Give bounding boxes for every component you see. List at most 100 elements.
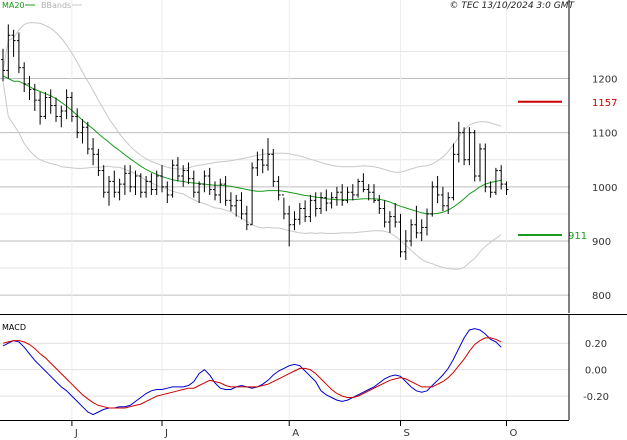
macd-tick-label: 0.20 bbox=[585, 339, 607, 350]
ohlc-bar bbox=[80, 119, 85, 144]
ohlc-bar bbox=[250, 162, 255, 226]
ohlc-bar bbox=[38, 92, 43, 125]
ohlc-bar bbox=[504, 181, 509, 195]
ohlc-bar bbox=[345, 186, 350, 204]
legend-bbands: BBands bbox=[41, 1, 71, 10]
ohlc-bar bbox=[499, 165, 504, 190]
support-label: 911 bbox=[568, 231, 587, 242]
ohlc-bar bbox=[297, 203, 302, 225]
ohlc-bar bbox=[175, 157, 180, 182]
time-tick-label: J bbox=[74, 428, 78, 439]
price-axis-ticks: 1200 1100 1000 900 800 bbox=[592, 75, 617, 303]
ohlc-bar bbox=[483, 143, 488, 193]
ohlc-bar bbox=[207, 167, 212, 195]
macd-tick-label: -0.20 bbox=[583, 392, 609, 403]
ohlc-bar bbox=[228, 192, 233, 212]
ohlc-bar bbox=[462, 127, 467, 166]
price-tick-label: 1100 bbox=[592, 129, 617, 140]
ohlc-bar bbox=[112, 170, 117, 198]
ohlc-bar bbox=[27, 75, 32, 101]
time-tick-label: A bbox=[292, 428, 299, 439]
ohlc-bar bbox=[181, 165, 186, 187]
ohlc-bar bbox=[1, 48, 5, 82]
macd-axis-ticks: 0.20 0.00 -0.20 bbox=[583, 339, 609, 403]
ohlc-bar bbox=[260, 148, 265, 174]
ohlc-bar bbox=[54, 97, 58, 122]
time-tick-label: O bbox=[510, 428, 518, 439]
ohlc-bar bbox=[170, 159, 175, 198]
ohlc-bar bbox=[319, 192, 323, 214]
ohlc-bar bbox=[361, 173, 366, 193]
ohlc-bar bbox=[493, 167, 498, 195]
ohlc-bar bbox=[138, 173, 143, 198]
ohlc-bar bbox=[48, 89, 53, 114]
ohlc-bar bbox=[467, 127, 472, 166]
copyright-text: © TEC 13/10/2024 3:0 GMT bbox=[449, 1, 575, 11]
ohlc-bar bbox=[414, 205, 419, 239]
time-tick-label: J bbox=[164, 428, 168, 439]
ohlc-bar bbox=[419, 219, 424, 241]
ohlc-bar bbox=[276, 175, 281, 201]
ohlc-bar bbox=[128, 165, 133, 193]
ohlc-bar bbox=[308, 194, 313, 223]
price-tick-label: 900 bbox=[592, 237, 611, 248]
ohlc-bar bbox=[160, 165, 164, 193]
ohlc-bar bbox=[366, 184, 371, 201]
ohlc-bar bbox=[202, 170, 207, 193]
ohlc-bar bbox=[478, 143, 482, 182]
ohlc-bar bbox=[96, 148, 101, 176]
ohlc-bar bbox=[133, 170, 138, 195]
price-tick-label: 1200 bbox=[592, 75, 617, 86]
price-tick-label: 1000 bbox=[592, 183, 617, 194]
ohlc-bar bbox=[271, 148, 276, 187]
ohlc-bar bbox=[239, 192, 244, 220]
ohlc-bar bbox=[234, 194, 239, 217]
ohlc-bar bbox=[32, 83, 37, 112]
ohlc-bar bbox=[101, 165, 106, 198]
ohlc-bar bbox=[340, 184, 345, 206]
ohlc-bar bbox=[456, 121, 461, 163]
ohlc-bar bbox=[154, 170, 159, 195]
ohlc-bar bbox=[218, 178, 223, 204]
ohlc-bar bbox=[85, 121, 90, 155]
ohlc-bar bbox=[223, 175, 228, 206]
ohlc-bar bbox=[435, 175, 440, 204]
ohlc-bar bbox=[117, 178, 122, 201]
ohlc-bar bbox=[22, 62, 27, 93]
ohlc-bar bbox=[122, 165, 127, 195]
macd-lines bbox=[2, 328, 502, 416]
ohlc-bar bbox=[350, 184, 355, 201]
ohlc-bar bbox=[287, 205, 292, 247]
legend-ma20: MA20 bbox=[2, 1, 25, 10]
ohlc-bars bbox=[1, 24, 509, 260]
ohlc-bar bbox=[292, 211, 297, 231]
resistance-label: 1157 bbox=[592, 98, 617, 109]
ohlc-bar bbox=[107, 175, 111, 206]
ohlc-bar bbox=[6, 24, 11, 79]
macd-tick-label: 0.00 bbox=[585, 366, 607, 377]
ohlc-bar bbox=[377, 194, 382, 214]
ohlc-bar bbox=[324, 189, 329, 212]
ohlc-bar bbox=[213, 181, 217, 201]
ohlc-bar bbox=[398, 213, 403, 258]
ohlc-bar bbox=[255, 151, 260, 176]
ohlc-bar bbox=[303, 200, 308, 223]
ohlc-bar bbox=[191, 170, 196, 198]
ohlc-bar bbox=[69, 92, 74, 122]
ohlc-bar bbox=[165, 181, 170, 204]
ohlc-bar bbox=[488, 181, 493, 198]
macd-line bbox=[2, 328, 502, 416]
ohlc-bar bbox=[409, 219, 414, 247]
ohlc-bar bbox=[16, 32, 21, 74]
price-tick-label: 800 bbox=[592, 291, 611, 302]
ohlc-bar bbox=[472, 129, 477, 182]
ohlc-bar bbox=[313, 192, 318, 217]
ohlc-bar bbox=[440, 186, 445, 212]
ohlc-bar bbox=[372, 184, 376, 204]
ohlc-bar bbox=[451, 143, 456, 201]
ohlc-bar bbox=[334, 186, 339, 206]
ohlc-bar bbox=[75, 108, 80, 139]
time-tick-label: S bbox=[404, 428, 410, 439]
